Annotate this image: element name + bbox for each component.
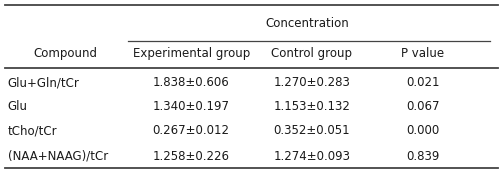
Text: 0.021: 0.021 — [406, 76, 439, 89]
Text: 0.067: 0.067 — [406, 100, 439, 113]
Text: Compound: Compound — [33, 47, 98, 60]
Text: 0.267±0.012: 0.267±0.012 — [152, 124, 230, 137]
Text: 0.839: 0.839 — [406, 150, 439, 163]
Text: 1.270±0.283: 1.270±0.283 — [274, 76, 350, 89]
Text: 0.000: 0.000 — [406, 124, 439, 137]
Text: tCho/tCr: tCho/tCr — [8, 124, 57, 137]
Text: Concentration: Concentration — [265, 17, 349, 30]
Text: 1.838±0.606: 1.838±0.606 — [153, 76, 229, 89]
Text: 0.352±0.051: 0.352±0.051 — [274, 124, 350, 137]
Text: 1.258±0.226: 1.258±0.226 — [152, 150, 230, 163]
Text: Experimental group: Experimental group — [132, 47, 250, 60]
Text: 1.340±0.197: 1.340±0.197 — [152, 100, 230, 113]
Text: Glu+Gln/tCr: Glu+Gln/tCr — [8, 76, 79, 89]
Text: 1.153±0.132: 1.153±0.132 — [274, 100, 350, 113]
Text: Glu: Glu — [8, 100, 28, 113]
Text: P value: P value — [401, 47, 444, 60]
Text: Control group: Control group — [271, 47, 353, 60]
Text: 1.274±0.093: 1.274±0.093 — [273, 150, 351, 163]
Text: (NAA+NAAG)/tCr: (NAA+NAAG)/tCr — [8, 150, 108, 163]
